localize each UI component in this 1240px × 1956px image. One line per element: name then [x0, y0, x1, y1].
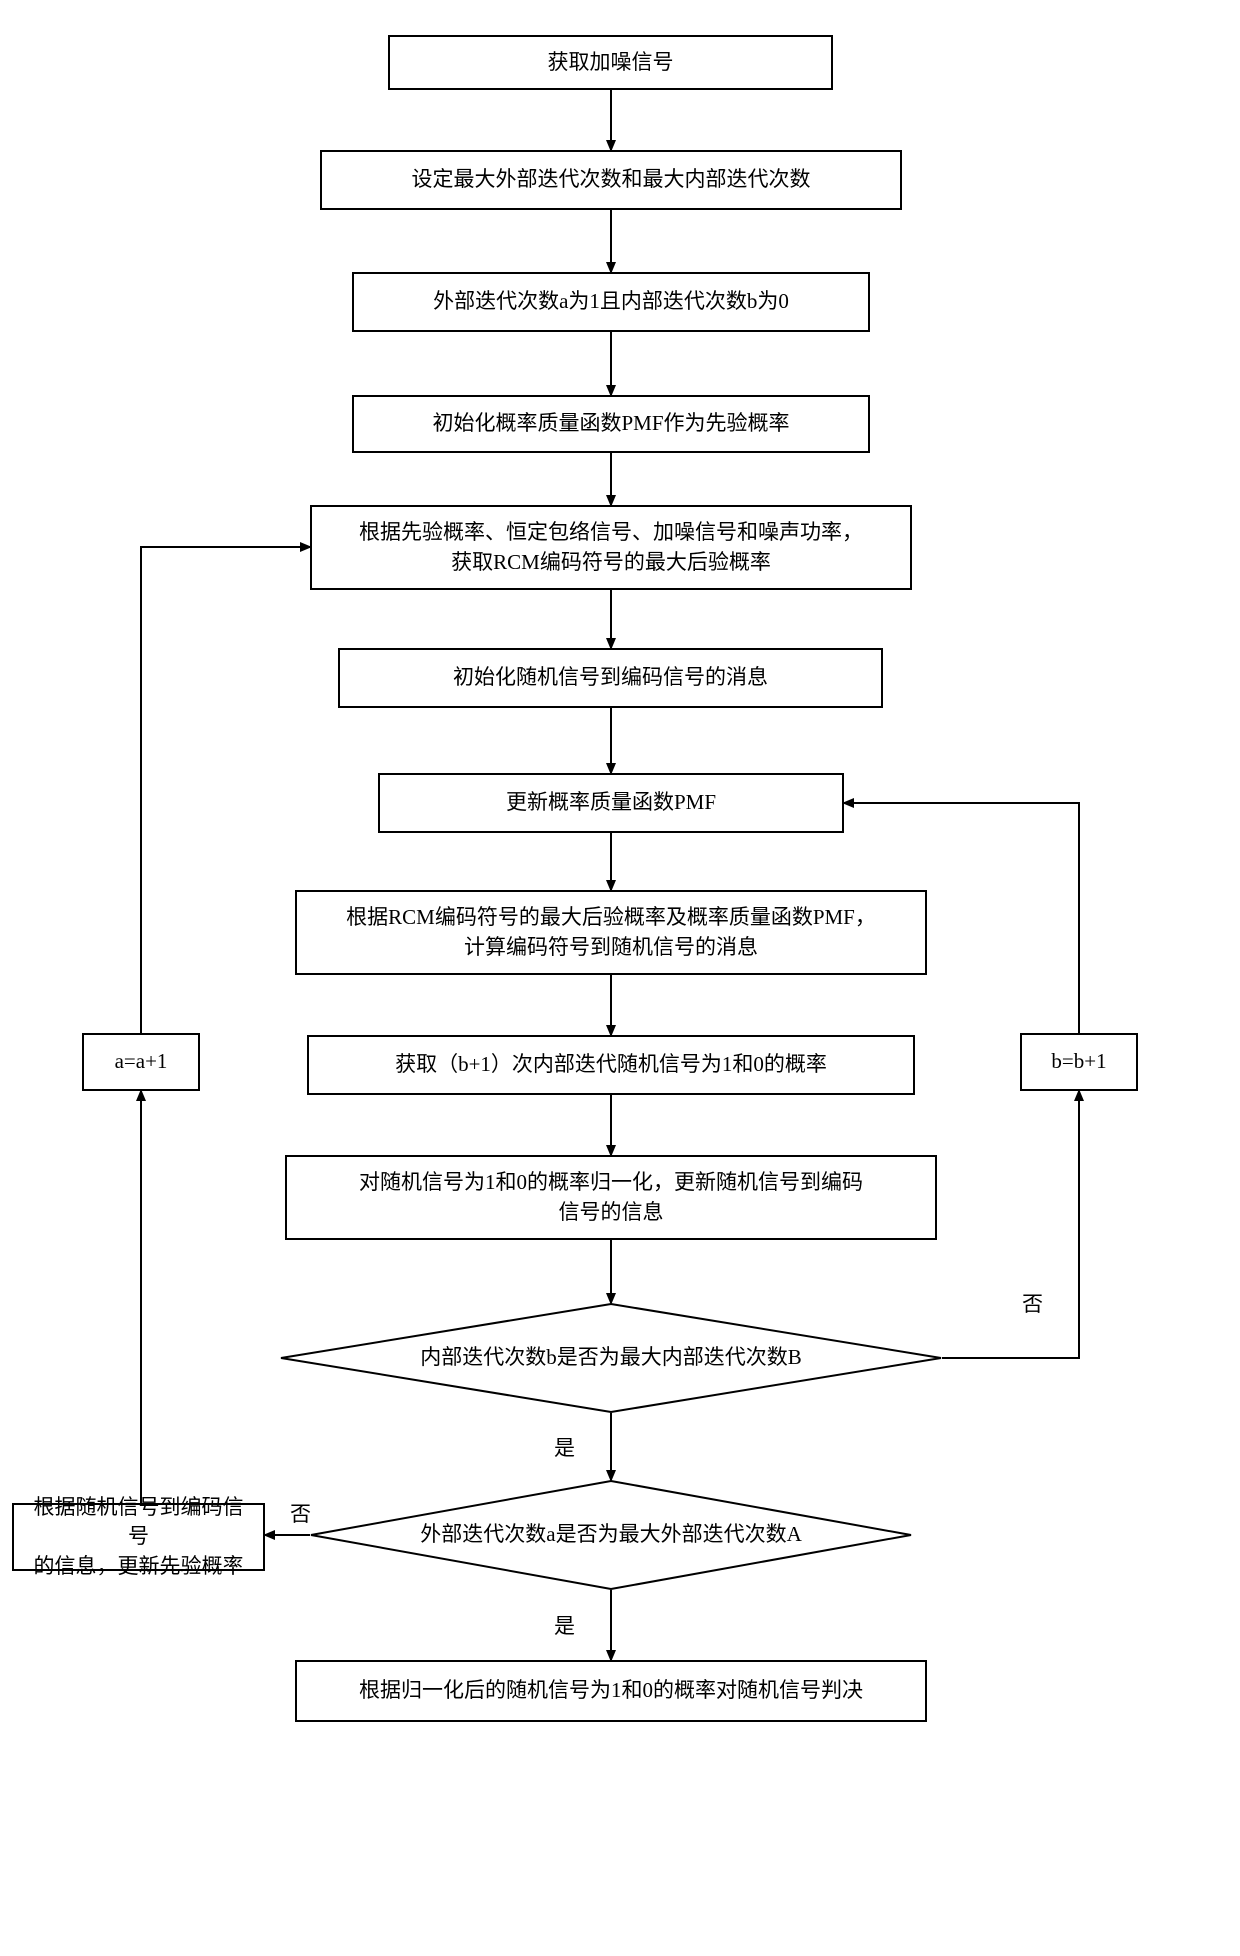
flow-node-n4: 初始化概率质量函数PMF作为先验概率: [352, 395, 870, 453]
flow-edge-16: [141, 547, 310, 1033]
flow-node-n_final: 根据归一化后的随机信号为1和0的概率对随机信号判决: [295, 1660, 927, 1722]
flow-node-n3: 外部迭代次数a为1且内部迭代次数b为0: [352, 272, 870, 332]
flow-node-side_right: b=b+1: [1020, 1033, 1138, 1091]
flow-decision-label: 内部迭代次数b是否为最大内部迭代次数B: [280, 1303, 942, 1413]
flow-edge-12: [942, 1091, 1079, 1358]
edge-label-l_d1_no: 否: [1020, 1288, 1045, 1318]
flow-node-side_left: a=a+1: [82, 1033, 200, 1091]
edge-label-l_d1_yes: 是: [552, 1432, 577, 1462]
flow-node-n6: 初始化随机信号到编码信号的消息: [338, 648, 883, 708]
flow-node-n9: 获取（b+1）次内部迭代随机信号为1和0的概率: [307, 1035, 915, 1095]
flow-node-n7: 更新概率质量函数PMF: [378, 773, 844, 833]
flow-node-n10: 对随机信号为1和0的概率归一化，更新随机信号到编码信号的信息: [285, 1155, 937, 1240]
flow-node-n2: 设定最大外部迭代次数和最大内部迭代次数: [320, 150, 902, 210]
flow-decision-d2: 外部迭代次数a是否为最大外部迭代次数A: [310, 1480, 912, 1590]
flow-node-n1: 获取加噪信号: [388, 35, 833, 90]
edge-label-l_d2_yes: 是: [552, 1610, 577, 1640]
edge-label-l_d2_no: 否: [288, 1498, 313, 1528]
flow-node-n_left: 根据随机信号到编码信号的信息，更新先验概率: [12, 1503, 265, 1571]
flow-decision-label: 外部迭代次数a是否为最大外部迭代次数A: [310, 1480, 912, 1590]
flow-decision-d1: 内部迭代次数b是否为最大内部迭代次数B: [280, 1303, 942, 1413]
flow-node-n8: 根据RCM编码符号的最大后验概率及概率质量函数PMF，计算编码符号到随机信号的消…: [295, 890, 927, 975]
flow-node-n5: 根据先验概率、恒定包络信号、加噪信号和噪声功率，获取RCM编码符号的最大后验概率: [310, 505, 912, 590]
